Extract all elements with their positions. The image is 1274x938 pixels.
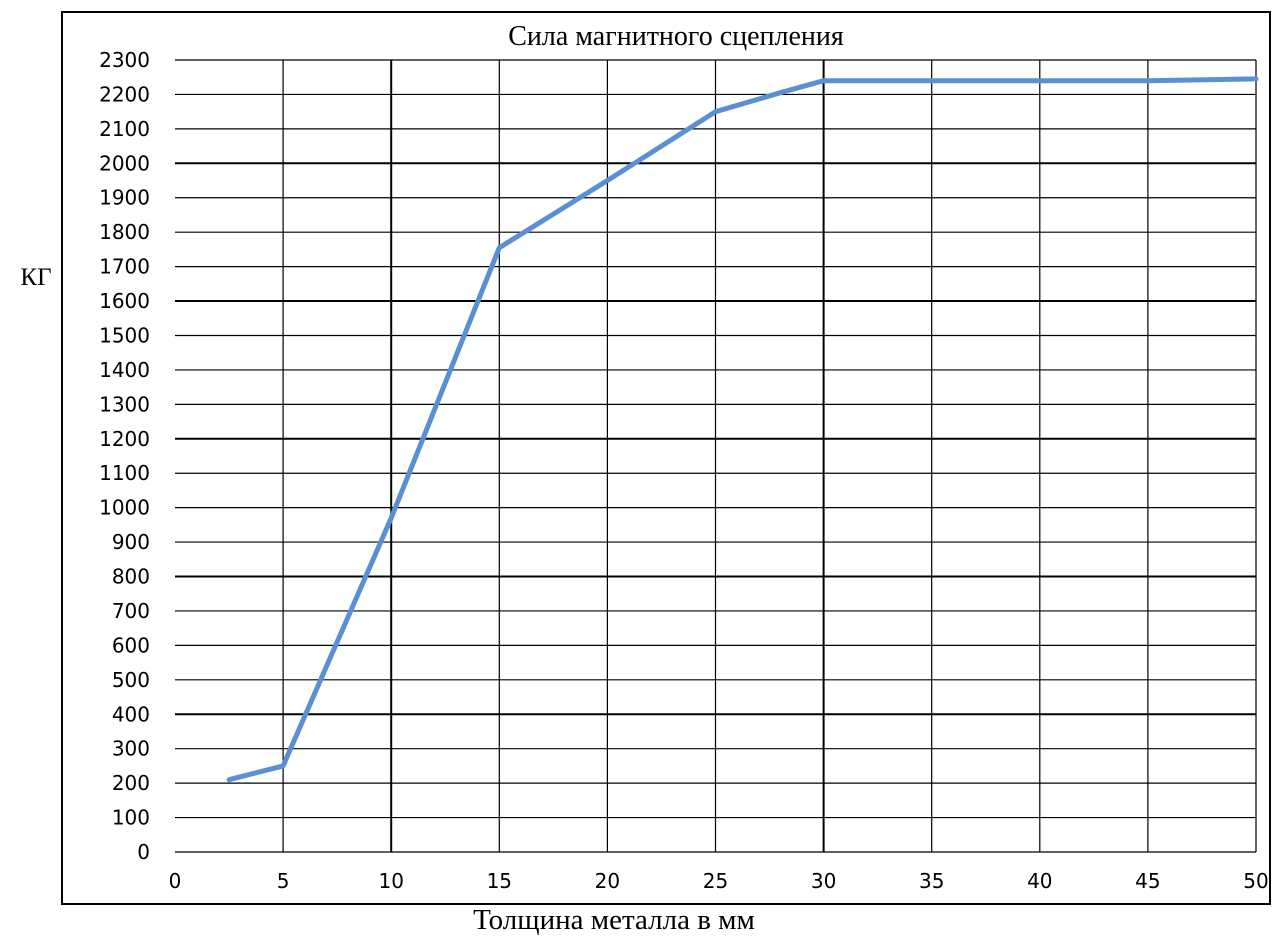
y-tick-label: 2000: [99, 151, 150, 175]
chart-title: Сила магнитного сцепления: [508, 21, 844, 52]
y-tick-label: 2200: [99, 82, 150, 106]
y-axis-label: КГ: [20, 264, 51, 291]
series-line: [226, 76, 1259, 783]
y-tick-labels: 0 100 200 300 400 500 600 700 800 900 1000 1100 1200…: [99, 48, 150, 864]
x-tick-label: 35: [919, 869, 944, 893]
y-tick-label: 2100: [99, 117, 150, 141]
y-tick-label: 600: [112, 633, 150, 657]
y-tick-label: 500: [112, 668, 150, 692]
x-tick-label: 50: [1243, 869, 1268, 893]
x-axis-label: Толщина металла в мм: [473, 904, 755, 936]
x-tick-label: 15: [487, 869, 512, 893]
x-tick-label: 5: [277, 869, 290, 893]
y-tick-label: 1900: [99, 186, 150, 210]
y-tick-label: 1000: [99, 496, 150, 520]
y-tick-label: 700: [112, 599, 150, 623]
x-tick-label: 25: [703, 869, 728, 893]
y-tick-label: 1700: [99, 255, 150, 279]
y-tick-label: 100: [112, 806, 150, 830]
y-tick-label: 1500: [99, 323, 150, 347]
y-tick-label: 2300: [99, 48, 150, 72]
y-tick-label: 1600: [99, 289, 150, 313]
y-tick-label: 900: [112, 530, 150, 554]
y-tick-label: 0: [137, 840, 150, 864]
y-tick-label: 1400: [99, 358, 150, 382]
x-tick-label: 10: [378, 869, 403, 893]
y-tick-label: 1800: [99, 220, 150, 244]
x-tick-label: 30: [811, 869, 836, 893]
x-tick-label: 0: [169, 869, 182, 893]
x-tick-label: 40: [1027, 869, 1052, 893]
y-tick-label: 1300: [99, 392, 150, 416]
x-tick-label: 45: [1135, 869, 1160, 893]
y-tick-label: 300: [112, 737, 150, 761]
y-tick-label: 1200: [99, 427, 150, 451]
y-tick-label: 800: [112, 565, 150, 589]
x-tick-label: 20: [595, 869, 620, 893]
x-tick-labels: 0 5 10 15 20 25 30 35 40 45 50: [169, 869, 1269, 893]
y-tick-label: 1100: [99, 461, 150, 485]
y-tick-label: 400: [112, 702, 150, 726]
chart-frame: [61, 11, 1271, 905]
y-tick-label: 200: [112, 771, 150, 795]
grid: [175, 59, 1257, 853]
series-layer: [226, 76, 1259, 783]
